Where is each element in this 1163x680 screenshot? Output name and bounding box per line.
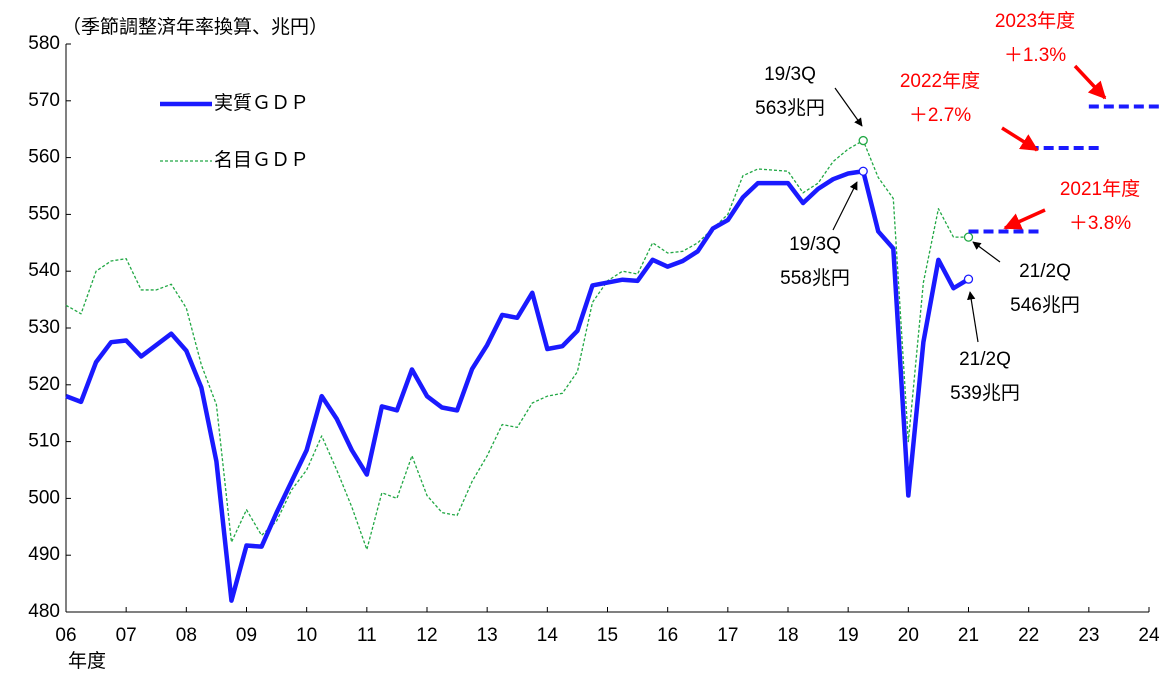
y-tick-label: 520 [28, 374, 60, 395]
annotation-arrow [834, 87, 863, 127]
x-tick-label: 22 [1018, 625, 1039, 646]
forecast-arrow [1001, 126, 1039, 152]
annotation: 539兆円 [950, 382, 1020, 404]
legend-label: 実質ＧＤＰ [214, 92, 309, 114]
point-marker [963, 232, 974, 242]
x-axis-label: 年度 [68, 650, 106, 672]
point-marker [858, 166, 868, 176]
y-tick-label: 500 [28, 487, 60, 508]
y-tick-label: 550 [28, 203, 60, 224]
forecast-arrow [1003, 208, 1046, 230]
y-tick-label: 560 [28, 147, 60, 168]
annotation: 19/3Q [789, 234, 841, 255]
x-tick-label: 19 [838, 625, 859, 646]
x-tick-label: 20 [898, 625, 919, 646]
x-tick-label: 17 [717, 625, 738, 646]
x-tick-label: 07 [116, 625, 137, 646]
x-tick-label: 14 [537, 625, 559, 646]
annotation-arrow [967, 291, 979, 343]
forecast-label: 2021年度 [1060, 178, 1140, 200]
x-tick-label: 06 [55, 625, 76, 646]
point-marker [858, 135, 868, 146]
annotation: 19/3Q [764, 64, 816, 85]
x-tick-label: 10 [296, 625, 317, 646]
y-tick-label: 490 [28, 544, 60, 565]
y-tick-label: 570 [28, 90, 60, 111]
y-axis-label: （季節調整済年率換算、兆円） [62, 16, 328, 38]
x-tick-label: 18 [777, 625, 798, 646]
x-tick-label: 23 [1078, 625, 1099, 646]
forecast-label: 2023年度 [995, 10, 1075, 32]
x-tick-label: 15 [597, 625, 618, 646]
annotation: 563兆円 [755, 97, 825, 119]
annotation: 21/2Q [1019, 261, 1071, 282]
annotation-arrow [832, 181, 858, 231]
x-tick-label: 24 [1138, 625, 1160, 646]
series-line [65, 168, 970, 603]
x-tick-label: 13 [477, 625, 498, 646]
point-marker [963, 274, 974, 284]
y-tick-label: 540 [28, 260, 60, 281]
forecast-label: ＋1.3% [1004, 45, 1066, 66]
legend-label: 名目ＧＤＰ [214, 149, 309, 171]
series-line [65, 139, 969, 551]
x-tick-label: 12 [416, 625, 437, 646]
annotation-arrow [972, 241, 1001, 263]
x-tick-label: 16 [657, 625, 678, 646]
forecast-label: 2022年度 [900, 70, 980, 92]
x-tick-label: 21 [958, 625, 979, 646]
y-tick-label: 530 [28, 317, 60, 338]
y-tick-label: 580 [28, 33, 60, 54]
annotation: 558兆円 [780, 267, 850, 289]
y-tick-label: 480 [28, 601, 60, 622]
forecast-label: ＋3.8% [1069, 213, 1131, 234]
x-tick-label: 08 [176, 625, 197, 646]
forecast-label: ＋2.7% [909, 105, 971, 126]
x-tick-label: 09 [236, 625, 257, 646]
x-tick-label: 11 [357, 625, 377, 646]
annotation: 546兆円 [1010, 294, 1080, 316]
forecast-arrow [1073, 64, 1107, 100]
annotation: 21/2Q [959, 349, 1011, 370]
y-tick-label: 510 [28, 431, 60, 452]
